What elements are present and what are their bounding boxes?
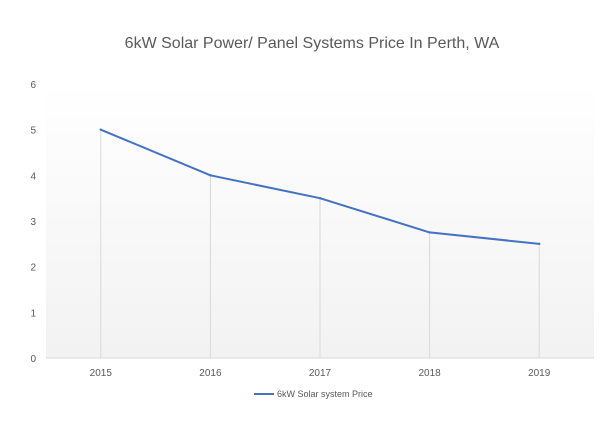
y-tick-label: 4 <box>30 171 36 182</box>
x-axis-ticks: 2015 2016 2017 2018 2019 <box>90 368 551 379</box>
x-tick-label: 2019 <box>528 368 551 379</box>
x-tick-label: 2018 <box>418 368 441 379</box>
x-tick-label: 2017 <box>309 368 332 379</box>
y-tick-label: 0 <box>30 354 36 365</box>
legend-label: 6kW Solar system Price <box>277 389 373 399</box>
x-tick-label: 2015 <box>90 368 113 379</box>
y-tick-label: 2 <box>30 263 36 274</box>
y-tick-label: 1 <box>30 308 36 319</box>
y-tick-label: 5 <box>30 126 36 137</box>
data-point <box>428 231 431 234</box>
x-tick-label: 2016 <box>199 368 222 379</box>
data-point <box>209 174 212 177</box>
data-point <box>538 242 541 246</box>
legend: 6kW Solar system Price <box>254 389 373 399</box>
drop-lines <box>100 129 540 358</box>
series-group <box>99 128 541 246</box>
data-point <box>99 128 103 131</box>
chart-title: 6kW Solar Power/ Panel Systems Price In … <box>125 35 500 52</box>
data-point <box>318 196 322 200</box>
y-axis-ticks: 0 1 2 3 4 5 6 <box>30 80 36 365</box>
y-tick-label: 3 <box>30 217 36 228</box>
y-tick-label: 6 <box>30 80 36 91</box>
